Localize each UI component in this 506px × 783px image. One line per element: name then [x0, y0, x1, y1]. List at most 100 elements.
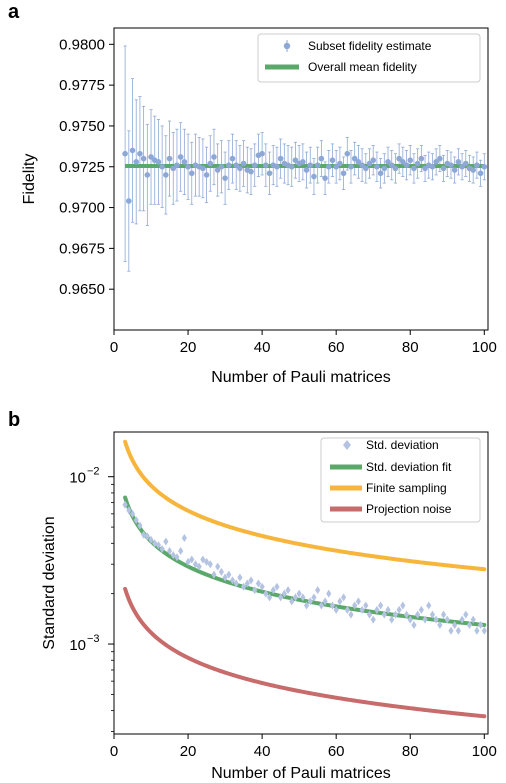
- std-deviation-point: [477, 620, 484, 629]
- data-point: [462, 160, 469, 167]
- std-deviation-point: [229, 576, 236, 585]
- std-deviation-point: [381, 610, 387, 619]
- x-tick-label: 100: [472, 743, 497, 760]
- data-point: [307, 162, 314, 168]
- std-deviation-point: [340, 593, 347, 602]
- panel-a-legend-box: [257, 33, 481, 83]
- data-point: [155, 159, 162, 165]
- std-deviation-point: [129, 509, 136, 518]
- data-point: [318, 155, 325, 162]
- y-tick-label: 0.9775: [59, 77, 105, 94]
- std-deviation-point: [255, 579, 262, 588]
- data-point: [259, 150, 265, 157]
- data-point: [229, 155, 236, 162]
- data-point: [396, 155, 402, 162]
- data-point: [300, 159, 306, 165]
- data-point: [322, 175, 328, 181]
- data-point: [351, 155, 358, 162]
- x-tick-label: 100: [472, 339, 497, 356]
- std-deviation-point: [389, 615, 395, 624]
- data-point: [437, 155, 443, 162]
- data-point: [359, 162, 365, 168]
- panel-a-y-axis-label: Fidelity: [21, 154, 38, 205]
- data-point: [411, 165, 417, 172]
- std-deviation-point: [348, 610, 354, 619]
- data-point: [133, 159, 140, 165]
- data-point: [174, 162, 180, 168]
- data-point: [144, 172, 151, 178]
- data-point: [333, 163, 339, 170]
- data-point: [381, 165, 388, 172]
- y-tick-label: 10: [69, 470, 86, 487]
- finite-sampling-curve: [123, 439, 487, 572]
- y-tick-label: 0.9650: [59, 281, 105, 298]
- std-deviation-point: [122, 500, 128, 509]
- panel-a-y-ticks: 0.9650 0.9675 0.9700 0.9725 0.9750 0.9775 0.98…: [59, 36, 114, 298]
- panel-b-legend: Std. deviation Std. deviation fit Finite…: [320, 437, 481, 523]
- x-tick-label: 0: [110, 743, 118, 760]
- y-tick-label: 0.9675: [59, 240, 105, 257]
- std-deviation-point: [466, 620, 473, 629]
- panel-a: a 0 20 40 60 80 100 0.96500.96750.97000.97250…: [8, 1, 497, 386]
- x-tick-label: 0: [110, 339, 118, 356]
- data-point: [137, 150, 143, 157]
- std-deviation-point: [385, 605, 391, 614]
- data-point: [240, 160, 247, 167]
- data-point: [188, 170, 195, 177]
- std-deviation-point: [263, 589, 269, 598]
- data-point: [329, 157, 336, 164]
- std-deviation-point: [440, 610, 447, 619]
- legend-marker-icon: [283, 42, 291, 50]
- data-point: [392, 165, 399, 172]
- data-point: [203, 172, 210, 178]
- data-point: [400, 159, 406, 165]
- projection-noise-curve: [123, 586, 487, 719]
- std-deviation-point: [211, 570, 217, 579]
- std-deviation-point: [178, 546, 184, 555]
- panel-b-axes-frame: [113, 431, 489, 735]
- data-point: [377, 170, 384, 177]
- std-deviation-point: [159, 544, 165, 553]
- data-point: [163, 172, 169, 178]
- std-deviation-point: [415, 610, 421, 619]
- std-deviation-point: [470, 615, 476, 624]
- std-deviation-point: [166, 546, 173, 555]
- data-point: [248, 168, 254, 175]
- y-tick-exponent: −3: [87, 633, 100, 645]
- std-deviation-point: [237, 573, 243, 582]
- x-tick-label: 20: [180, 743, 197, 760]
- x-tick-label: 80: [402, 339, 419, 356]
- std-deviation-point: [126, 506, 132, 515]
- std-deviation-point: [437, 620, 443, 629]
- std-deviation-point: [370, 615, 376, 624]
- data-point: [403, 162, 410, 168]
- std-deviation-point: [285, 586, 291, 595]
- std-deviation-point: [352, 601, 358, 610]
- data-point: [237, 165, 243, 172]
- std-deviation-point: [278, 593, 284, 602]
- panel-b-y-axis-label: Standard deviation: [41, 516, 58, 649]
- data-point: [366, 160, 373, 167]
- std-deviation-point: [378, 601, 384, 610]
- std-deviation-point: [141, 530, 147, 539]
- std-deviation-point: [307, 597, 313, 606]
- std-deviation-point: [452, 620, 458, 629]
- data-point: [218, 163, 225, 170]
- panel-a-points: [122, 147, 488, 204]
- std-deviation-point: [222, 573, 228, 582]
- data-point: [159, 163, 165, 170]
- std-deviation-point: [481, 626, 487, 635]
- panel-b-y-ticks: 10−310−2: [69, 466, 114, 732]
- panel-a-label: a: [8, 1, 20, 23]
- std-deviation-point: [189, 555, 195, 564]
- x-tick-label: 80: [402, 743, 419, 760]
- data-point: [474, 162, 480, 168]
- data-point: [274, 163, 280, 170]
- data-point: [355, 159, 362, 165]
- data-point: [337, 160, 343, 167]
- std-deviation-point: [322, 597, 328, 606]
- panel-b-x-axis-label: Number of Pauli matrices: [211, 765, 391, 782]
- data-point: [314, 162, 321, 168]
- data-point: [388, 162, 395, 168]
